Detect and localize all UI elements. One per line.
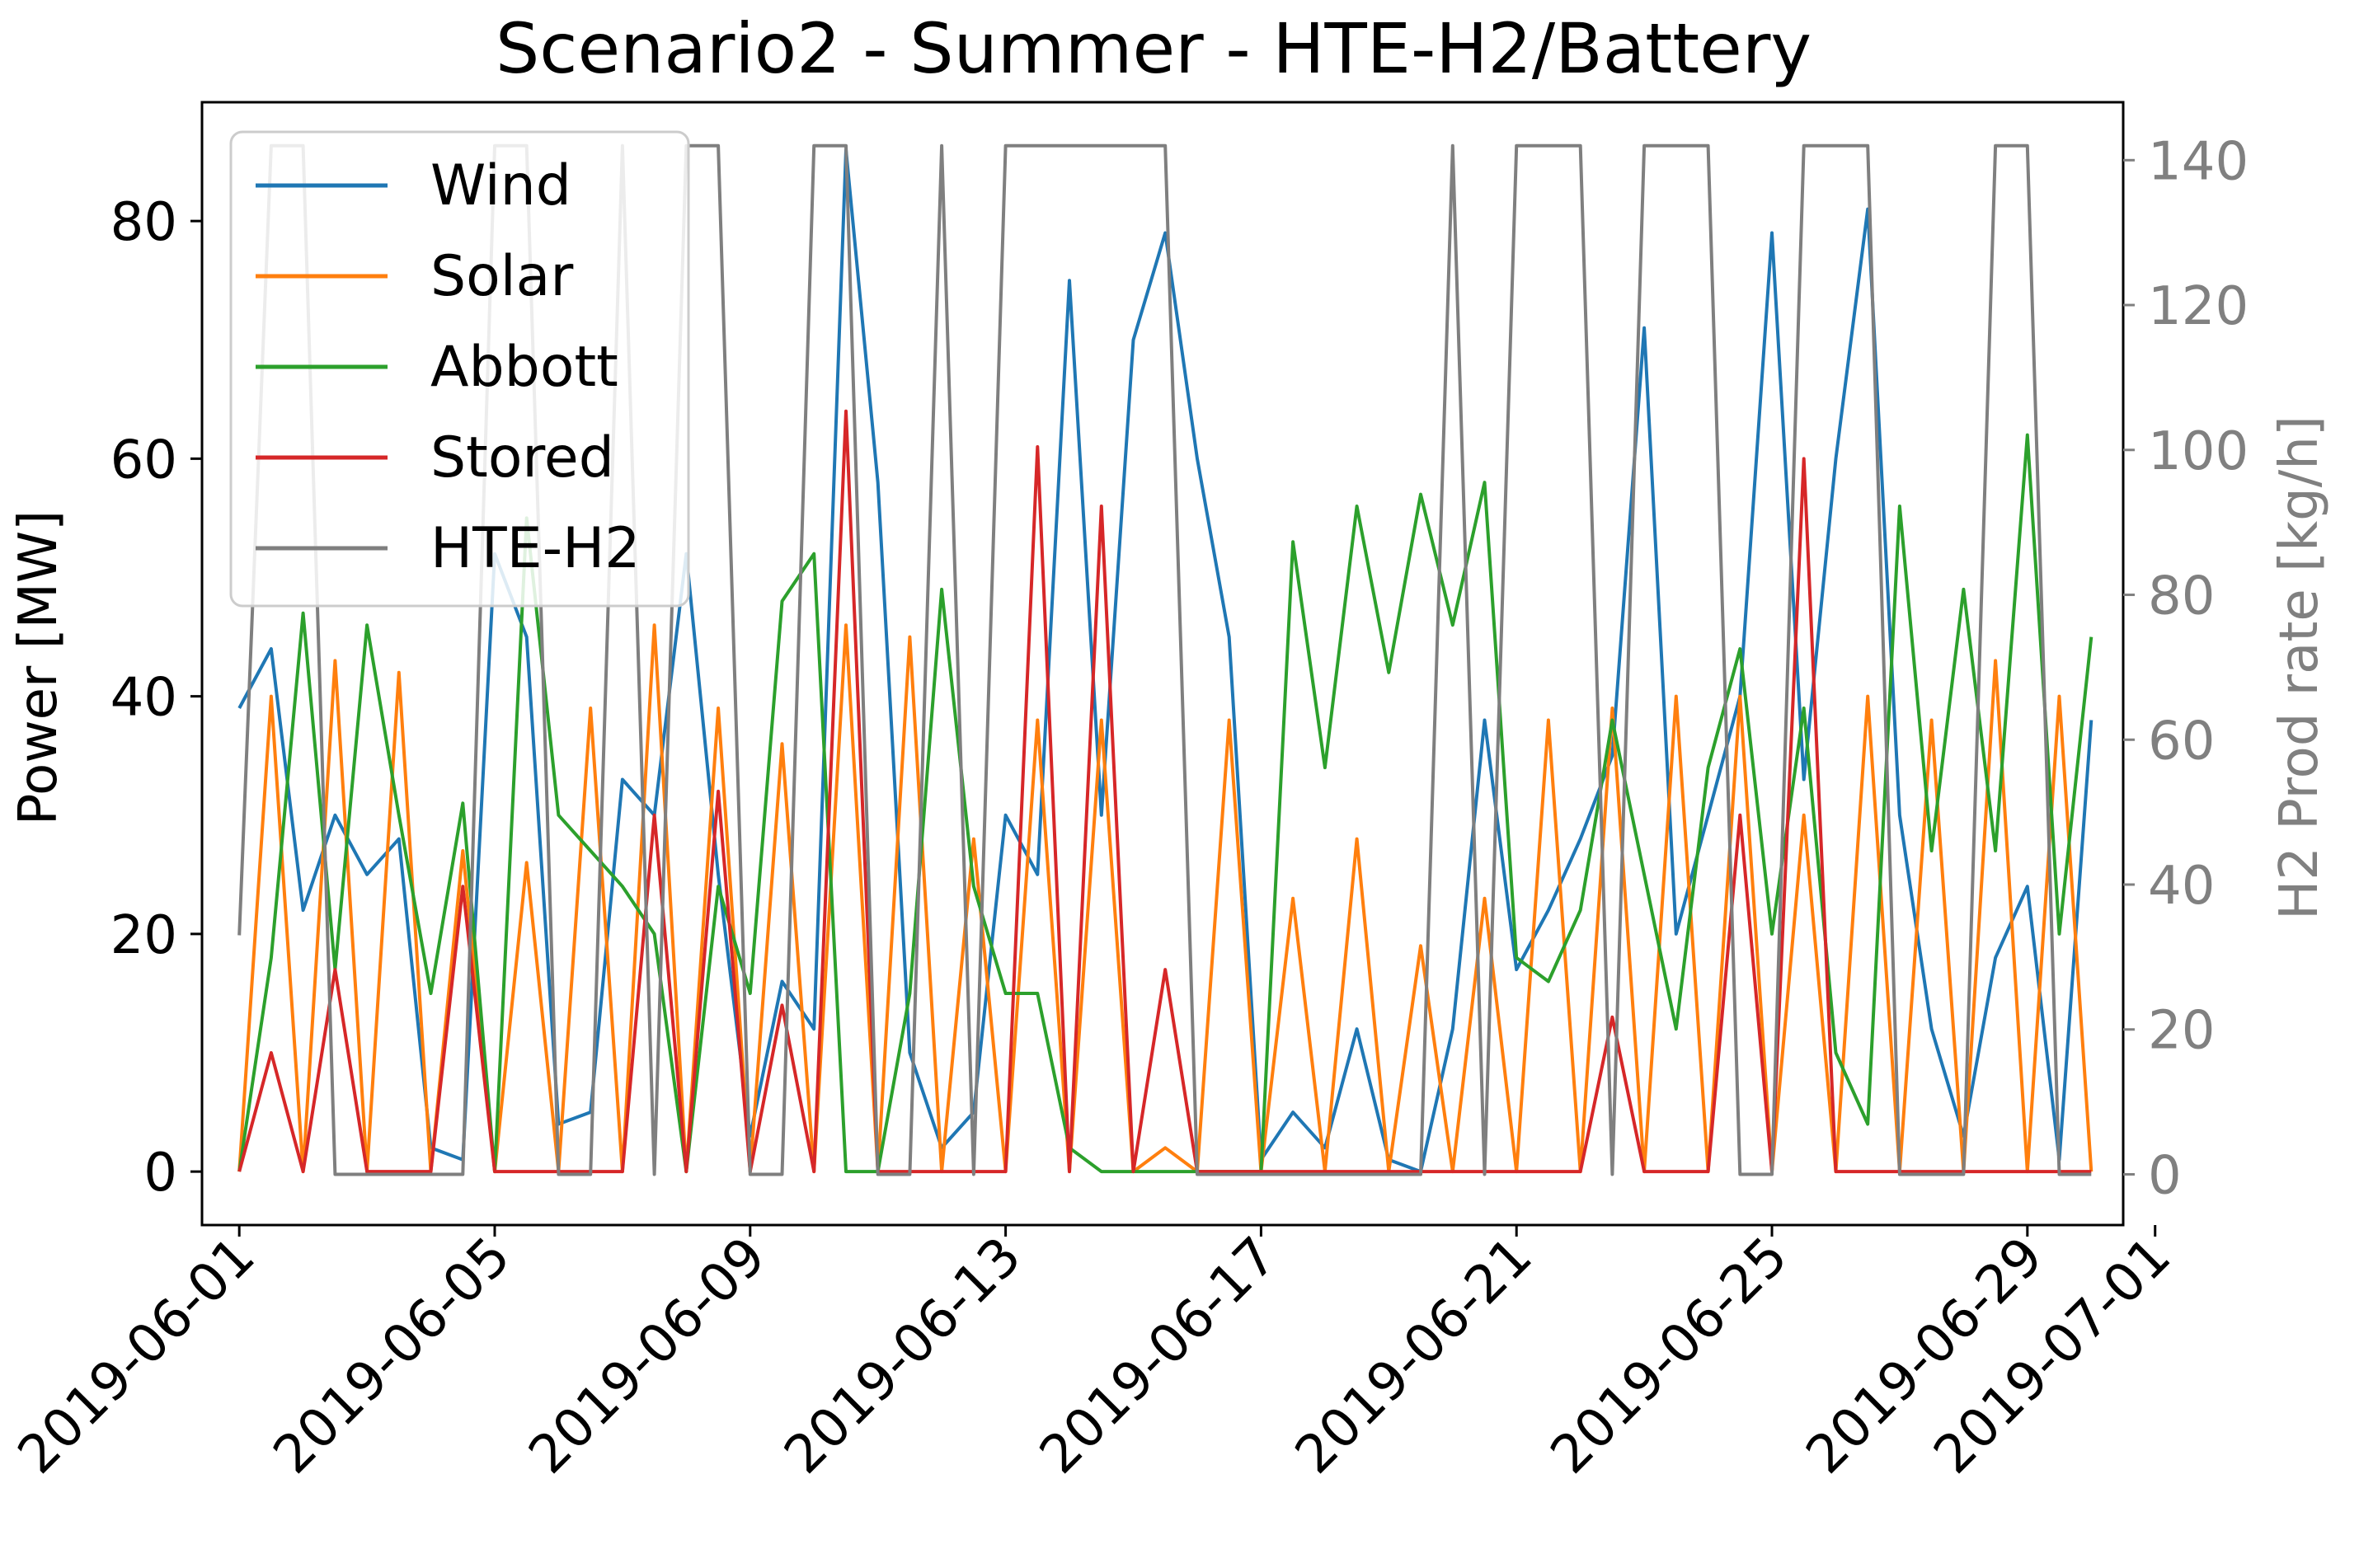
y-tick-label: 0 [143,1143,177,1204]
legend-box [229,130,690,608]
legend: Wind Solar Abbott Stored HTE-H2 [229,130,690,608]
series-line-stored [237,409,2092,1174]
y2-tick-label: 40 [2148,856,2215,917]
y2-axis-label: H2 Prod rate [kg/h] [2269,415,2330,920]
y-axis-label: Power [MW] [8,510,69,825]
y2-tick-label: 60 [2148,711,2215,772]
chart-title: Scenario2 - Summer - HTE-H2/Battery [496,8,1812,89]
y-tick-label: 60 [110,430,177,491]
y2-tick-label: 20 [2148,1001,2215,1062]
series-line-solar [237,623,2093,1174]
legend-label-hte-h2: HTE-H2 [430,516,641,581]
legend-label-abbott: Abbott [430,335,618,400]
series-layer [237,143,2093,1176]
series-line-wind [237,148,2093,1174]
y-tick-label: 40 [110,668,177,729]
y2-tick-label: 0 [2148,1145,2182,1206]
plot-frame [200,101,2125,1227]
y2-tick-label: 140 [2148,131,2249,192]
series-line-hte-h2 [237,143,2092,1176]
y-tick-label: 20 [110,905,177,966]
legend-label-wind: Wind [430,153,571,218]
y-tick-label: 80 [110,192,177,253]
y2-tick-label: 100 [2148,421,2249,482]
y2-tick-label: 80 [2148,566,2215,627]
legend-label-stored: Stored [430,425,614,491]
legend-label-solar: Solar [430,244,573,309]
y2-tick-label: 120 [2148,276,2249,337]
